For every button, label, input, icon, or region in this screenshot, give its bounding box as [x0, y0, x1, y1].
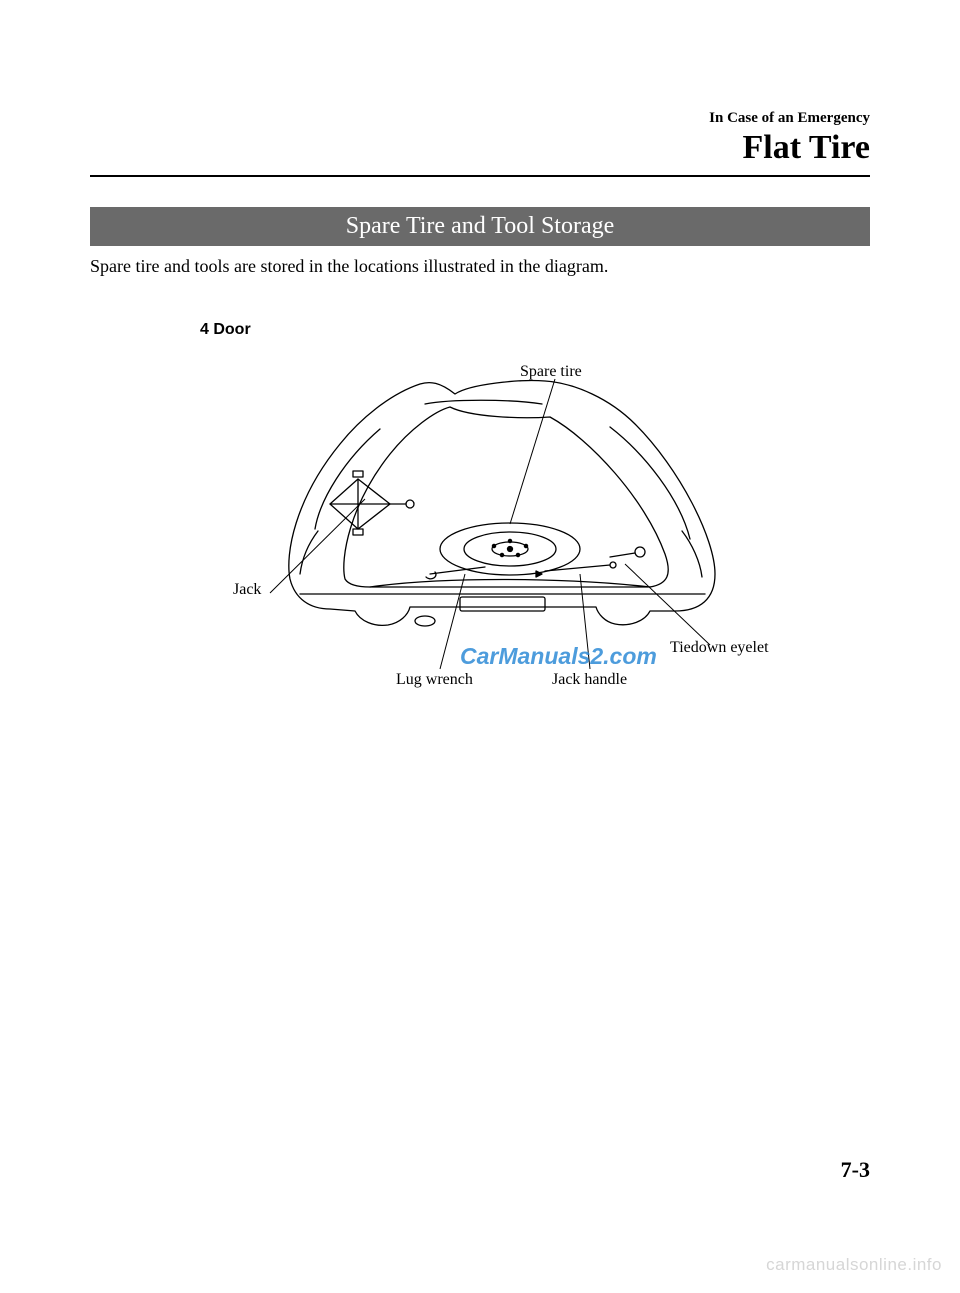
callout-spare-tire: Spare tire [520, 363, 582, 381]
page-number: 7-3 [841, 1157, 870, 1183]
callout-lug-wrench: Lug wrench [396, 671, 473, 689]
intro-paragraph: Spare tire and tools are stored in the l… [90, 256, 870, 277]
section-heading-bar: Spare Tire and Tool Storage [90, 207, 870, 246]
trunk-diagram: Spare tire Jack Lug wrench Jack handle T… [90, 349, 870, 709]
page-title: Flat Tire [90, 129, 870, 167]
page-header: In Case of an Emergency Flat Tire [90, 110, 870, 167]
callout-tiedown-eyelet: Tiedown eyelet [670, 639, 769, 657]
footer-watermark: carmanualsonline.info [766, 1255, 942, 1275]
variant-label: 4 Door [200, 321, 870, 339]
chapter-label: In Case of an Emergency [90, 110, 870, 127]
manual-page: In Case of an Emergency Flat Tire Spare … [0, 0, 960, 1293]
callout-jack-handle: Jack handle [552, 671, 627, 689]
callout-jack: Jack [233, 581, 261, 599]
header-rule [90, 175, 870, 177]
